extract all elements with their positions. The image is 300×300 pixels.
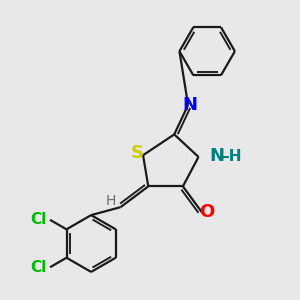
Text: Cl: Cl [30,212,46,227]
Text: O: O [200,203,215,221]
Text: –H: –H [221,149,242,164]
Text: S: S [130,145,143,163]
Text: H: H [106,194,116,208]
Text: Cl: Cl [30,260,46,275]
Text: N: N [210,147,225,165]
Text: N: N [182,96,197,114]
